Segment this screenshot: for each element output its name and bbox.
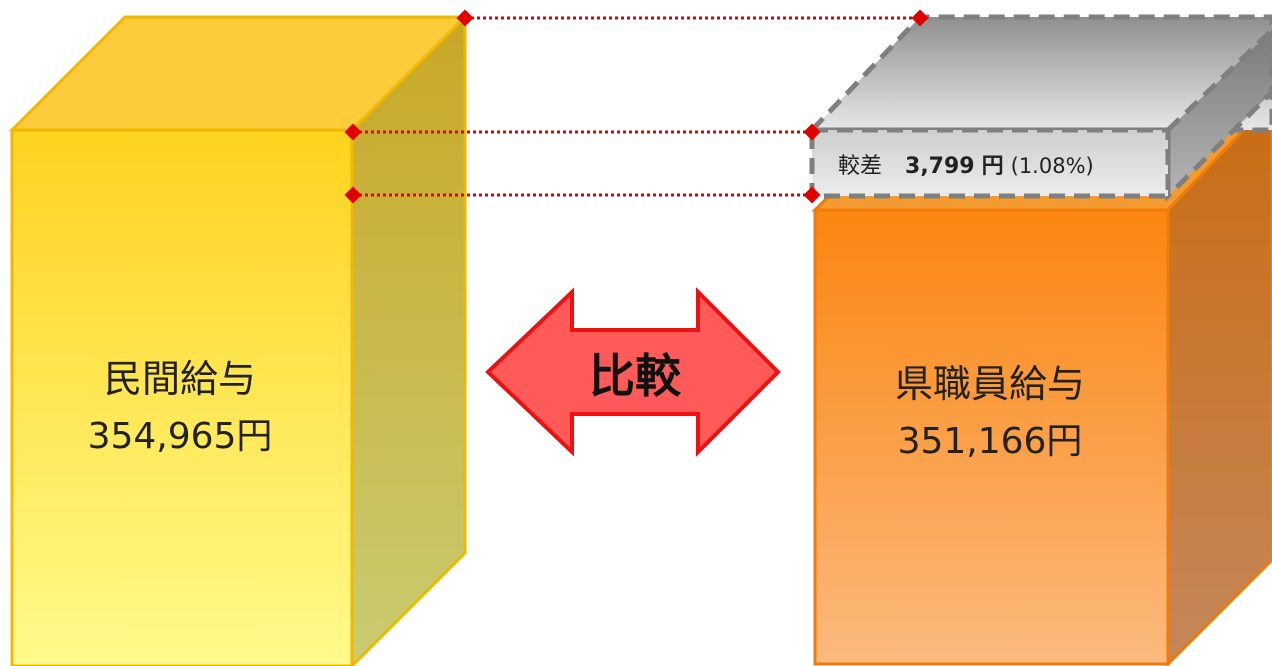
difference-box-front-face <box>809 127 1171 199</box>
prefecture-salary-box: 県職員給与 351,166円 <box>811 97 1272 666</box>
difference-label-line: 較差 3,799 円 (1.08%) <box>838 154 1094 179</box>
difference-box-top-face <box>806 14 1272 133</box>
private-box-amount: 354,965円 <box>88 416 273 457</box>
guide-lines <box>353 16 920 197</box>
guide-dot <box>344 186 362 204</box>
prefecture-box-front-face <box>813 208 1170 666</box>
compare-arrow: 比較 <box>485 287 781 457</box>
private-box-title: 民間給与 <box>104 357 256 401</box>
private-salary-box: 民間給与 354,965円 <box>8 13 469 666</box>
compare-label: 比較 <box>589 349 682 403</box>
guide-dot <box>911 9 929 27</box>
guide-dot <box>344 123 362 141</box>
difference-unit: 円 <box>982 154 1004 179</box>
difference-percent: (1.08%) <box>1011 154 1094 178</box>
prefecture-box-amount: 351,166円 <box>898 421 1083 462</box>
guide-dot <box>803 186 821 204</box>
difference-amount: 3,799 <box>905 154 975 179</box>
private-box-side-face <box>350 13 467 666</box>
double-arrow-icon <box>485 287 781 457</box>
difference-label: 較差 <box>838 154 882 179</box>
guide-line-endpoints <box>344 9 929 204</box>
guide-dot <box>803 123 821 141</box>
difference-box: 較差 3,799 円 (1.08%) <box>806 14 1272 203</box>
prefecture-box-title: 県職員給与 <box>895 362 1085 406</box>
private-box-front-face <box>10 128 354 666</box>
